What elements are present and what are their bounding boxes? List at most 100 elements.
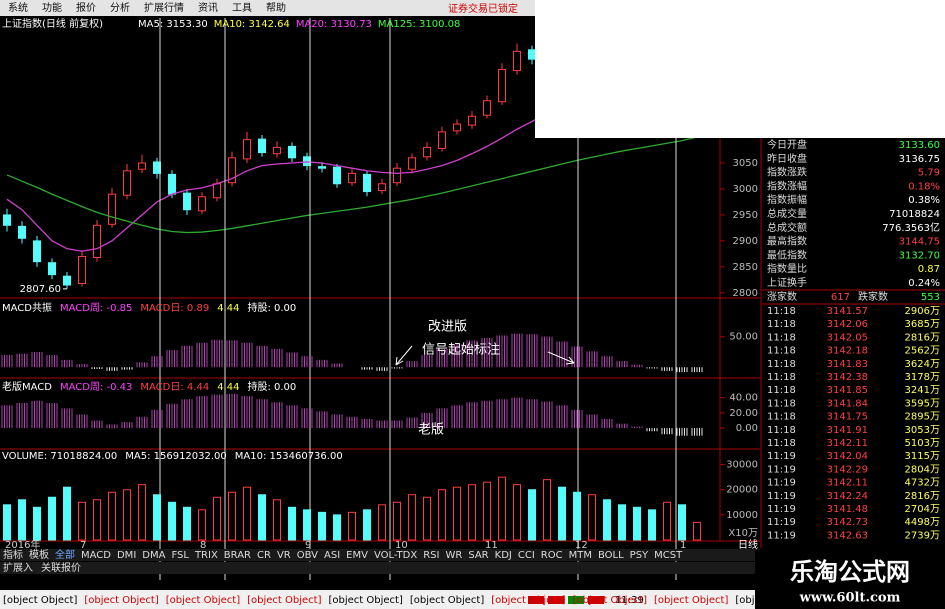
candle-body xyxy=(63,275,71,286)
tab[interactable]: BRAR xyxy=(224,550,251,561)
tab[interactable]: FSL xyxy=(171,550,189,561)
menu-item[interactable]: 资讯 xyxy=(198,2,218,14)
candle-body xyxy=(288,145,296,159)
trade-volume: 2895万 xyxy=(905,412,940,423)
candle-body xyxy=(108,193,116,225)
quote-background xyxy=(762,138,945,550)
trade-volume: 2704万 xyxy=(905,504,940,515)
volume-bar xyxy=(678,504,686,541)
volume-bar xyxy=(303,509,311,541)
tab[interactable]: DMA xyxy=(142,550,165,561)
quote-value: 3133.60 xyxy=(899,140,940,151)
watermark: 乐淘公式网 www.60lt.com xyxy=(755,550,945,609)
menu-item[interactable]: 扩展行情 xyxy=(144,1,184,14)
tab[interactable]: BOLL xyxy=(598,550,624,561)
tab[interactable]: MACD xyxy=(81,550,111,561)
tab[interactable]: TRIX xyxy=(194,550,218,561)
tab[interactable]: ROC xyxy=(541,550,563,561)
volume-bar xyxy=(318,511,326,541)
menu-background xyxy=(0,0,535,16)
trade-volume: 2739万 xyxy=(905,530,940,541)
trade-price: 3141.84 xyxy=(827,398,868,409)
tab[interactable]: VR xyxy=(277,550,291,561)
volume-bar xyxy=(378,504,386,541)
low-label: 2807.60 xyxy=(20,284,61,295)
tab[interactable]: OBV xyxy=(297,550,318,561)
link-bar xyxy=(0,562,760,574)
menu-item[interactable]: 报价 xyxy=(76,1,96,14)
candle-body xyxy=(393,167,401,184)
y-tick-label: 20.00 xyxy=(729,408,758,419)
tab[interactable]: MCST xyxy=(654,550,683,561)
tab[interactable]: 模板 xyxy=(29,548,49,561)
menu-item[interactable]: 功能 xyxy=(42,1,62,14)
candle-body xyxy=(363,173,371,193)
quote-label: 指数振幅 xyxy=(767,193,807,206)
tab[interactable]: DMI xyxy=(117,550,136,561)
bottom-bars: 11:39 指标 模板 全部 MACD DMI DMA FSL TRIX BRAR CR VR OBV… xyxy=(0,548,945,609)
tab[interactable]: 全部 xyxy=(55,548,75,561)
trade-time: 11:18 xyxy=(767,425,796,436)
volume-bar xyxy=(288,506,296,541)
candle-body xyxy=(468,115,476,126)
trade-volume: 3241万 xyxy=(905,385,940,396)
volume-bar xyxy=(213,496,221,541)
watermark-background xyxy=(755,550,945,609)
volume-bar xyxy=(63,486,71,541)
volume-bar xyxy=(153,494,161,541)
trade-time: 11:18 xyxy=(767,412,796,423)
trade-time: 11:18 xyxy=(767,346,796,357)
quote-value: 776.3563亿 xyxy=(882,221,940,234)
trade-volume: 3685万 xyxy=(905,319,940,330)
tab[interactable]: RSI xyxy=(423,550,439,561)
trade-price: 3142.18 xyxy=(827,346,868,357)
link[interactable]: 关联报价 xyxy=(41,561,81,574)
tab[interactable]: SAR xyxy=(468,550,488,561)
candle-body xyxy=(243,139,251,160)
tab[interactable]: VOL-TDX xyxy=(374,550,417,561)
volume-bar xyxy=(348,511,356,541)
y-tick-label: 3000 xyxy=(733,184,758,195)
trade-price: 3142.38 xyxy=(827,372,868,383)
link[interactable]: 扩展入 xyxy=(3,561,33,574)
trade-time: 11:18 xyxy=(767,438,796,449)
trade-volume: 2562万 xyxy=(905,346,940,357)
y-tick-label: 0.00 xyxy=(736,423,758,434)
trade-price: 3142.05 xyxy=(827,332,868,343)
volume-bar xyxy=(33,506,41,541)
tab[interactable]: 指标 xyxy=(3,548,23,561)
candle-body xyxy=(528,49,536,60)
volume-bar xyxy=(243,486,251,541)
tab[interactable]: CR xyxy=(257,550,271,561)
status-time: 11:39 xyxy=(615,595,644,606)
trade-price: 3142.63 xyxy=(827,530,868,541)
candle-body xyxy=(48,262,56,276)
quote-value: 5.79 xyxy=(918,168,940,179)
volume-bar xyxy=(468,484,476,541)
volume-bar xyxy=(18,499,26,541)
trade-time: 11:19 xyxy=(767,517,796,528)
tab[interactable]: WR xyxy=(445,550,462,561)
status-icon xyxy=(588,596,604,604)
trade-time: 11:18 xyxy=(767,385,796,396)
tab[interactable]: KDJ xyxy=(495,550,512,561)
volume-bar xyxy=(48,496,56,541)
lock-notice: 证券交易已锁定 xyxy=(448,2,518,15)
tab[interactable]: EMV xyxy=(346,550,368,561)
menu-item[interactable]: 工具 xyxy=(232,2,252,14)
tab[interactable]: PSY xyxy=(630,550,649,561)
tab[interactable]: ASI xyxy=(324,550,340,561)
menu-bar: 系统 功能 报价 分析 扩展行情 资讯 工具 帮助 xyxy=(0,0,535,16)
volume-bar xyxy=(183,506,191,541)
menu-item[interactable]: 分析 xyxy=(110,1,130,14)
menu-item[interactable]: 帮助 xyxy=(266,1,286,14)
tab[interactable]: MTM xyxy=(569,550,592,561)
candle-body xyxy=(198,196,206,212)
tab[interactable]: CCI xyxy=(518,550,535,561)
menu-item[interactable]: 系统 xyxy=(8,1,28,14)
status-item: [object Object] xyxy=(410,595,484,606)
indicator-label: MA20: 3130.73 xyxy=(296,19,372,30)
candle-body xyxy=(333,166,341,185)
quote-value: 71018824 xyxy=(889,209,940,220)
candle-body xyxy=(33,240,41,263)
